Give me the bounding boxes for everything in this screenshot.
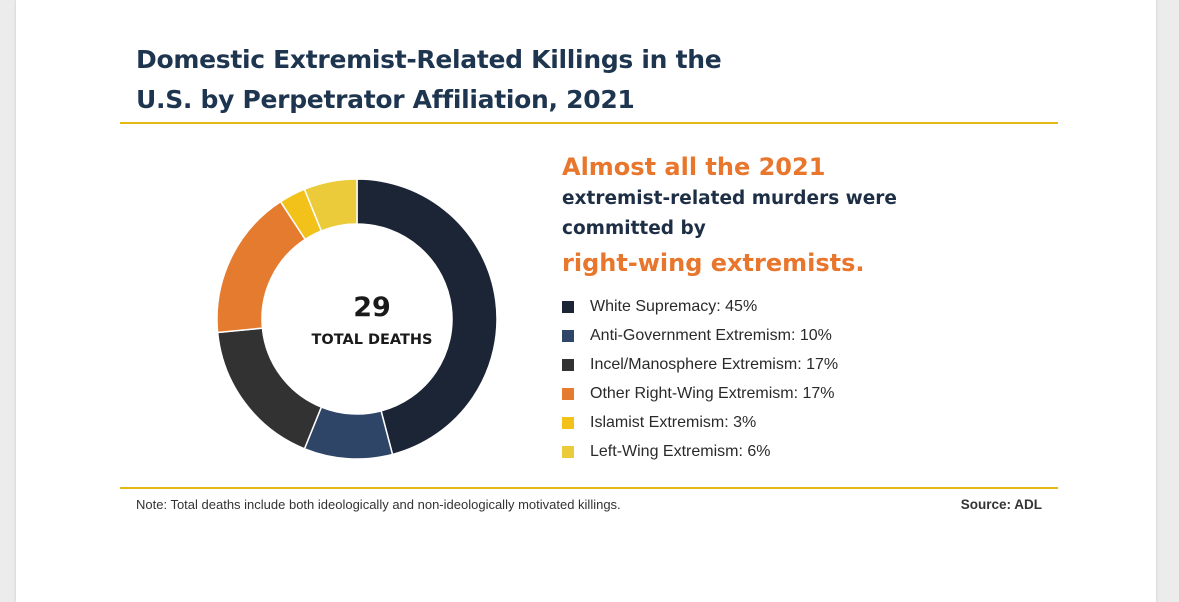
headline-line-2: extremist-related murders were (562, 188, 897, 209)
legend-label: Islamist Extremism: 3% (590, 413, 757, 431)
legend-label: White Supremacy: 45% (590, 297, 758, 315)
headline-line-1: Almost all the 2021 (562, 153, 826, 181)
headline-line-4: right-wing extremists. (562, 249, 865, 277)
legend-swatch (562, 358, 574, 371)
chart-title-line-2: U.S. by Perpetrator Affiliation, 2021 (136, 85, 635, 114)
source-credit: Source: ADL (960, 497, 1042, 512)
donut-chart: 29 TOTAL DEATHS (216, 178, 498, 460)
donut-slice-left-wing-extremism (303, 178, 358, 232)
center-total-value: 29 (353, 292, 391, 323)
legend-item: Anti-Government Extremism: 10% (562, 321, 838, 350)
legend-item: Left-Wing Extremism: 6% (562, 437, 838, 466)
chart-title: Domestic Extremist-Related Killings in t… (136, 40, 836, 120)
legend-item: Incel/Manosphere Extremism: 17% (562, 350, 838, 379)
legend-swatch (562, 387, 574, 400)
donut-slice-incel-manosphere-extremism (216, 327, 323, 450)
chart-legend: White Supremacy: 45% Anti-Government Extr… (562, 292, 838, 466)
legend-label: Anti-Government Extremism: 10% (590, 326, 832, 344)
bottom-divider (120, 487, 1058, 489)
legend-item: Other Right-Wing Extremism: 17% (562, 379, 838, 408)
top-divider (120, 122, 1058, 124)
legend-item: Islamist Extremism: 3% (562, 408, 838, 437)
legend-label: Other Right-Wing Extremism: 17% (590, 384, 835, 402)
donut-slice-white-supremacy (356, 178, 498, 456)
legend-label: Left-Wing Extremism: 6% (590, 442, 771, 460)
chart-title-line-1: Domestic Extremist-Related Killings in t… (136, 45, 722, 74)
legend-swatch (562, 300, 574, 313)
legend-swatch (562, 416, 574, 429)
donut-slices (216, 178, 498, 460)
legend-swatch (562, 445, 574, 458)
legend-item: White Supremacy: 45% (562, 292, 838, 321)
headline-line-3: committed by (562, 218, 706, 239)
donut-slice-other-right-wing-extremism (216, 200, 307, 334)
infographic-page: Domestic Extremist-Related Killings in t… (16, 0, 1156, 602)
footnote: Note: Total deaths include both ideologi… (136, 497, 621, 512)
legend-swatch (562, 329, 574, 342)
legend-label: Incel/Manosphere Extremism: 17% (590, 355, 839, 373)
headline: Almost all the 2021 extremist-related mu… (562, 150, 982, 280)
center-total-label: TOTAL DEATHS (312, 332, 433, 348)
